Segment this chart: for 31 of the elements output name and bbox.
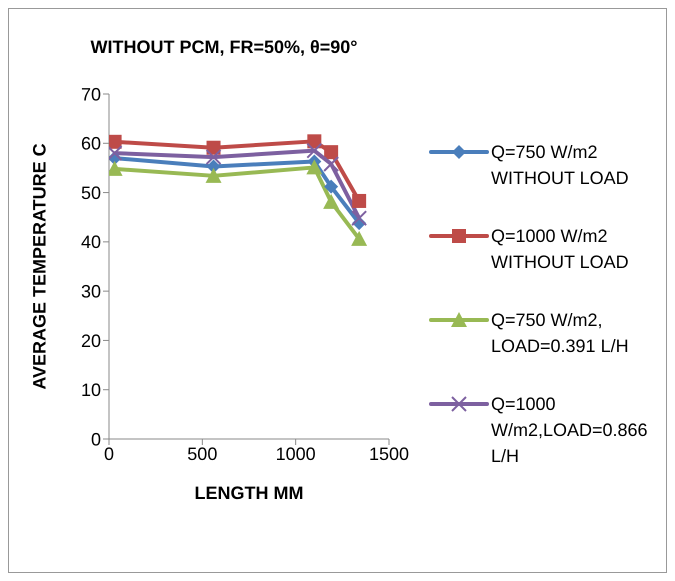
y-axis-title: AVERAGE TEMPERATURE C (29, 143, 50, 390)
point (323, 156, 340, 172)
y-tick-label: 10 (80, 380, 101, 400)
point (206, 168, 222, 183)
legend-label: Q=750 W/m2 WITHOUT LOAD (491, 141, 630, 190)
y-tick-label: 40 (80, 232, 101, 252)
point (352, 194, 366, 208)
y-tick-label: 60 (80, 134, 101, 154)
y-tick-label: 70 (80, 84, 101, 104)
legend-label: Q=750 W/m2, LOAD=0.391 L/H (491, 309, 630, 358)
y-tick-label: 0 (90, 429, 101, 450)
point (306, 142, 322, 159)
x-tick-label: 500 (187, 444, 218, 464)
y-tick-label: 20 (80, 330, 101, 351)
x-tick-label: 1000 (276, 444, 316, 464)
point (306, 159, 322, 174)
y-tick-label: 30 (80, 282, 101, 302)
x-tick-label: 1500 (368, 444, 410, 464)
legend-label: Q=1000 W/m2 WITHOUT LOAD (491, 225, 630, 274)
point (351, 230, 368, 246)
legend-label: Q=1000 W/m2,LOAD=0.866 L/H (491, 393, 649, 468)
chart-title: WITHOUT PCM, FR=50%, θ=90° (90, 37, 358, 58)
point (324, 145, 338, 160)
point (324, 180, 338, 194)
x-axis-title: LENGTH MM (194, 483, 304, 503)
point (323, 194, 340, 209)
point (109, 134, 122, 149)
y-tick-label: 50 (80, 182, 101, 203)
point (206, 149, 222, 166)
point (351, 210, 368, 226)
x-tick-label: 0 (104, 444, 114, 464)
